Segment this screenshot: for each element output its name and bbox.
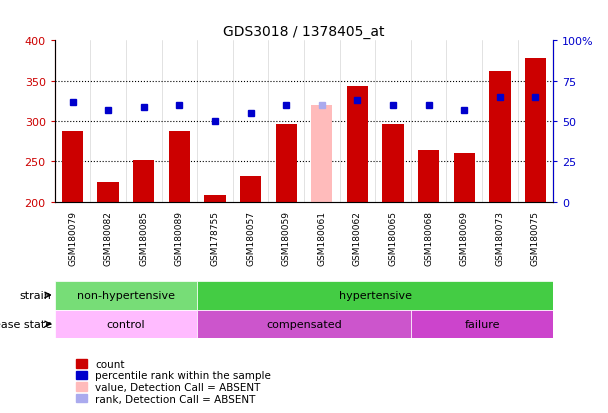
- Text: GSM180075: GSM180075: [531, 210, 540, 265]
- Title: GDS3018 / 1378405_at: GDS3018 / 1378405_at: [223, 25, 385, 39]
- Text: GSM180085: GSM180085: [139, 210, 148, 265]
- Text: compensated: compensated: [266, 319, 342, 329]
- Text: GSM178755: GSM178755: [210, 210, 219, 265]
- Text: non-hypertensive: non-hypertensive: [77, 290, 175, 300]
- Bar: [411, 310, 553, 339]
- Bar: [418, 151, 440, 202]
- Bar: [311, 106, 333, 202]
- Bar: [133, 161, 154, 202]
- Text: control: control: [106, 319, 145, 329]
- Bar: [55, 281, 197, 310]
- Bar: [347, 86, 368, 202]
- Bar: [197, 281, 553, 310]
- Bar: [240, 177, 261, 202]
- Legend: count, percentile rank within the sample, value, Detection Call = ABSENT, rank, : count, percentile rank within the sample…: [72, 355, 275, 408]
- Text: GSM180089: GSM180089: [175, 210, 184, 265]
- Text: strain: strain: [20, 290, 52, 300]
- Text: GSM180062: GSM180062: [353, 210, 362, 265]
- Bar: [454, 153, 475, 202]
- Bar: [204, 196, 226, 202]
- Bar: [168, 131, 190, 202]
- Bar: [197, 310, 411, 339]
- Text: GSM180082: GSM180082: [103, 210, 112, 265]
- Text: GSM180059: GSM180059: [282, 210, 291, 265]
- Text: GSM180068: GSM180068: [424, 210, 433, 265]
- Bar: [62, 131, 83, 202]
- Text: disease state: disease state: [0, 319, 52, 329]
- Bar: [55, 310, 197, 339]
- Bar: [525, 59, 546, 202]
- Text: hypertensive: hypertensive: [339, 290, 412, 300]
- Text: GSM180073: GSM180073: [496, 210, 505, 265]
- Bar: [275, 124, 297, 202]
- Text: GSM180057: GSM180057: [246, 210, 255, 265]
- Text: GSM180065: GSM180065: [389, 210, 398, 265]
- Text: GSM180069: GSM180069: [460, 210, 469, 265]
- Text: GSM180079: GSM180079: [68, 210, 77, 265]
- Text: failure: failure: [465, 319, 500, 329]
- Bar: [97, 183, 119, 202]
- Bar: [489, 72, 511, 202]
- Text: GSM180061: GSM180061: [317, 210, 326, 265]
- Bar: [382, 124, 404, 202]
